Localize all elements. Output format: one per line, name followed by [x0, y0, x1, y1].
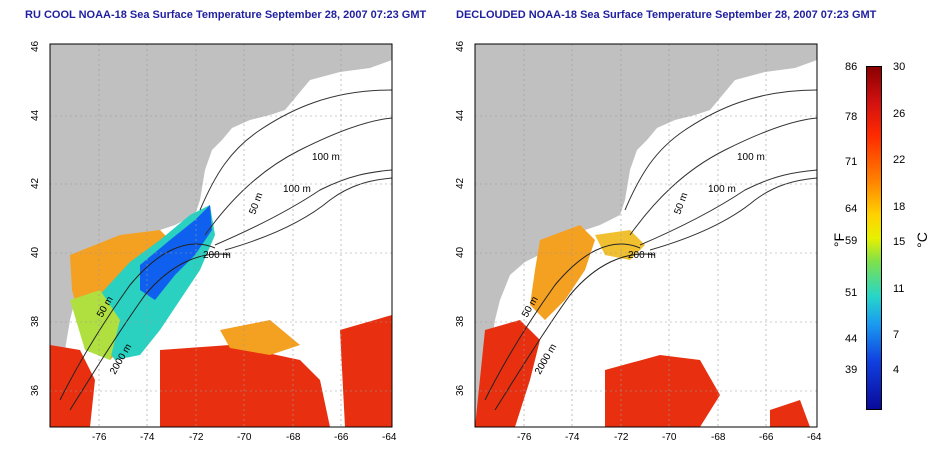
- lat-tick: 40: [30, 246, 41, 258]
- fahrenheit-tick: 44: [845, 333, 858, 345]
- fahrenheit-tick: 86: [845, 61, 858, 73]
- celsius-tick: 18: [893, 201, 906, 213]
- lat-tick: 38: [30, 315, 41, 327]
- fahrenheit-tick: 71: [845, 156, 858, 168]
- left-map-title: RU COOL NOAA-18 Sea Surface Temperature …: [25, 9, 427, 21]
- lat-tick: 36: [455, 384, 466, 396]
- lon-tick: -74: [140, 432, 155, 443]
- land-mass: [475, 44, 817, 427]
- lat-tick: 46: [455, 40, 466, 52]
- lon-tick: -66: [334, 432, 349, 443]
- contour-label: 100 m: [737, 152, 765, 163]
- fahrenheit-tick: 64: [845, 203, 858, 215]
- sst-warm-region: [50, 345, 95, 427]
- lon-tick: -64: [807, 432, 822, 443]
- lat-tick: 36: [30, 384, 41, 396]
- fahrenheit-tick: 39: [845, 364, 858, 376]
- sst-mid-south: [220, 320, 300, 355]
- lon-tick: -70: [237, 432, 252, 443]
- celsius-tick: 26: [893, 108, 906, 120]
- fahrenheit-tick: 51: [845, 287, 858, 299]
- land-mass: [50, 44, 392, 427]
- lat-tick: 44: [30, 109, 41, 121]
- sst-warm-east: [770, 400, 810, 427]
- contour-label: 100 m: [312, 152, 340, 163]
- right-map-title: DECLOUDED NOAA-18 Sea Surface Temperatur…: [456, 9, 877, 21]
- lat-tick: 42: [30, 177, 41, 189]
- lon-tick: -72: [189, 432, 204, 443]
- sst-warm-south: [605, 355, 720, 427]
- celsius-tick: 15: [893, 236, 906, 248]
- lon-tick: -72: [614, 432, 629, 443]
- lat-tick: 40: [455, 246, 466, 258]
- celsius-unit-label: °C: [913, 232, 930, 248]
- lon-tick: -68: [286, 432, 301, 443]
- lon-tick: -68: [711, 432, 726, 443]
- sst-green-region: [70, 290, 120, 360]
- sst-mid-region: [530, 225, 595, 320]
- lat-tick: 46: [30, 40, 41, 52]
- celsius-tick: 7: [893, 329, 900, 341]
- fahrenheit-tick: 78: [845, 111, 858, 123]
- lon-tick: -76: [517, 432, 532, 443]
- contour-label: 200 m: [203, 250, 231, 261]
- contour-label: 100 m: [283, 184, 311, 195]
- celsius-tick: 22: [893, 154, 906, 166]
- sst-warm-east: [340, 315, 392, 427]
- lon-tick: -76: [92, 432, 107, 443]
- lon-tick: -66: [759, 432, 774, 443]
- celsius-tick: 4: [893, 364, 900, 376]
- fahrenheit-tick: 59: [845, 235, 858, 247]
- contour-label: 100 m: [708, 184, 736, 195]
- temperature-colorbar: [866, 66, 882, 410]
- sst-warm-region: [475, 320, 540, 427]
- lat-tick: 38: [455, 315, 466, 327]
- lon-tick: -64: [382, 432, 397, 443]
- contour-label: 200 m: [628, 250, 656, 261]
- lon-tick: -70: [662, 432, 677, 443]
- celsius-tick: 11: [893, 283, 905, 295]
- lon-tick: -74: [565, 432, 580, 443]
- sst-cold-region: [140, 205, 212, 300]
- celsius-tick: 30: [893, 61, 906, 73]
- fahrenheit-unit-label: °F: [831, 232, 848, 248]
- lat-tick: 42: [455, 177, 466, 189]
- sst-mid-east: [595, 230, 645, 260]
- lat-tick: 44: [455, 109, 466, 121]
- sst-warm-south: [160, 345, 330, 427]
